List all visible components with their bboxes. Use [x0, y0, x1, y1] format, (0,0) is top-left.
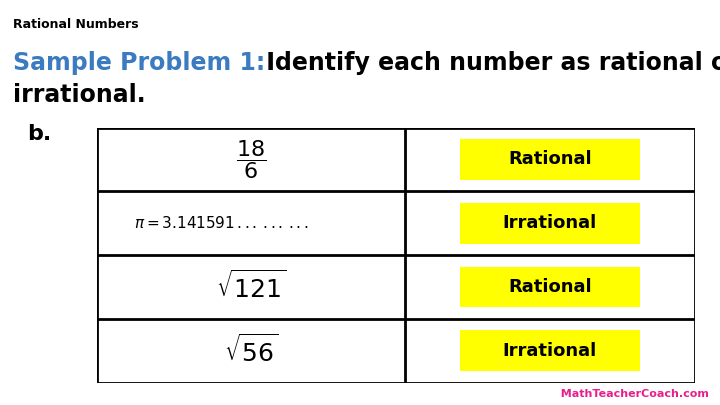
Text: $\pi = 3.141591\,...\,...\,...$: $\pi = 3.141591\,...\,...\,...$ — [134, 215, 309, 231]
Text: Sample Problem 1:: Sample Problem 1: — [13, 51, 265, 75]
Text: $\dfrac{18}{6}$: $\dfrac{18}{6}$ — [236, 138, 266, 181]
Text: $\sqrt{56}$: $\sqrt{56}$ — [224, 335, 279, 367]
Bar — [460, 203, 639, 244]
Text: Irrational: Irrational — [503, 342, 597, 360]
Text: Rational: Rational — [508, 151, 592, 168]
Bar — [460, 139, 639, 180]
Text: irrational.: irrational. — [13, 83, 145, 107]
Text: $\sqrt{121}$: $\sqrt{121}$ — [216, 271, 287, 303]
Text: MathTeacherCoach.com: MathTeacherCoach.com — [554, 389, 709, 399]
Bar — [460, 330, 639, 371]
Text: Rational Numbers: Rational Numbers — [13, 18, 138, 31]
Text: b.: b. — [27, 124, 52, 143]
Bar — [460, 266, 639, 307]
Text: Irrational: Irrational — [503, 214, 597, 232]
Text: Identify each number as rational or: Identify each number as rational or — [258, 51, 720, 75]
Text: Rational: Rational — [508, 278, 592, 296]
